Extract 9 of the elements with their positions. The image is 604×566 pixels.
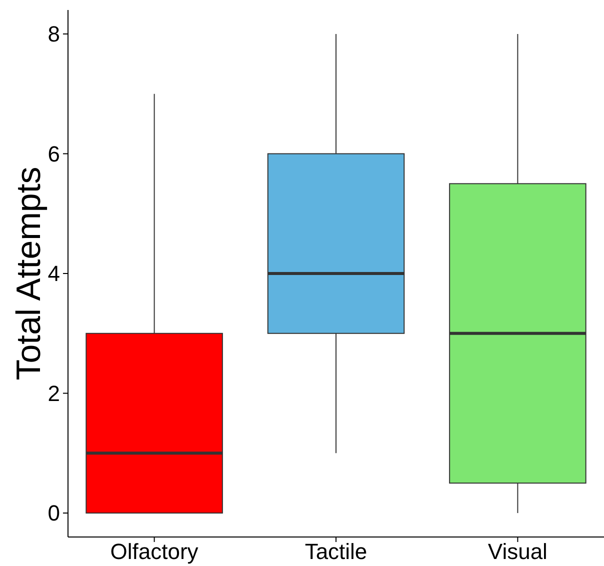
y-tick-label: 2 [48, 380, 60, 406]
y-axis-title: Total Attempts [10, 166, 48, 380]
y-tick-label: 4 [48, 261, 60, 286]
y-tick-label: 8 [48, 22, 60, 47]
y-tick-label: 0 [48, 500, 60, 526]
x-tick-label: Olfactory [110, 539, 198, 564]
y-tick-label: 6 [48, 141, 60, 166]
x-tick-label: Visual [488, 539, 548, 564]
x-tick-label: Tactile [304, 539, 368, 564]
